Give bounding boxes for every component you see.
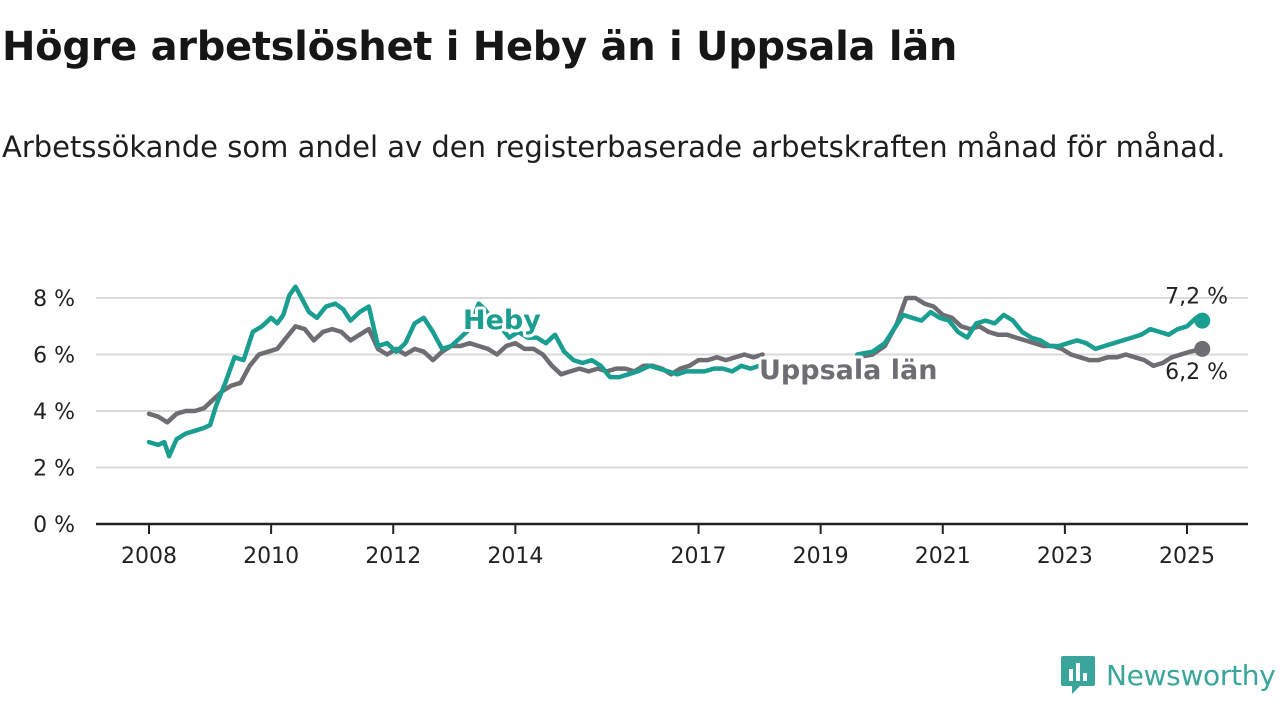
x-tick-label: 2019 — [793, 544, 849, 569]
uppsala-end-label: 6,2 % — [1165, 360, 1228, 385]
x-tick-label: 2023 — [1037, 544, 1093, 569]
heby-end-label: 7,2 % — [1165, 285, 1228, 310]
grid-lines — [96, 297, 1248, 469]
brand-name: Newsworthy — [1106, 658, 1276, 692]
x-tick-label: 2021 — [915, 544, 971, 569]
y-tick-label: 2 % — [33, 457, 75, 482]
y-tick-label: 6 % — [33, 344, 75, 369]
heby-end-point — [1194, 312, 1211, 329]
chart-subtitle: Arbetssökande som andel av den registerb… — [2, 130, 1226, 164]
newsworthy-logo-icon — [1061, 656, 1095, 694]
chart-title: Högre arbetslöshet i Heby än i Uppsala l… — [2, 24, 958, 70]
y-tick-label: 8 % — [33, 287, 75, 312]
series-lines — [146, 284, 1211, 459]
x-tick-label: 2017 — [671, 544, 727, 569]
uppsala-series-label: Uppsala län — [759, 355, 937, 386]
heby-series-label: Heby — [463, 305, 541, 336]
x-tick-label: 2008 — [121, 544, 177, 569]
x-tick-label: 2010 — [243, 544, 299, 569]
line-chart: 0 % 2 % 4 % 6 % 8 % 2008 2010 2012 2014 2017 2019 2… — [33, 284, 1248, 569]
heby-line-segment-1 — [146, 284, 762, 459]
x-tick-label: 2014 — [487, 544, 543, 569]
brand-logo: Newsworthy — [1060, 654, 1276, 696]
y-tick-label: 4 % — [33, 400, 75, 425]
uppsala-lan-end-point — [1194, 340, 1211, 357]
x-tick-label: 2012 — [365, 544, 421, 569]
axes: 0 % 2 % 4 % 6 % 8 % 2008 2010 2012 2014 2017 2019 2… — [33, 287, 1248, 569]
uppsala-lan-line-segment-2 — [855, 295, 1205, 369]
y-tick-label: 0 % — [33, 513, 75, 538]
x-tick-label: 2025 — [1159, 544, 1215, 569]
series-labels: 7,2 % 6,2 % Heby Uppsala län — [460, 285, 1228, 389]
heby-line-segment-2 — [855, 309, 1205, 357]
